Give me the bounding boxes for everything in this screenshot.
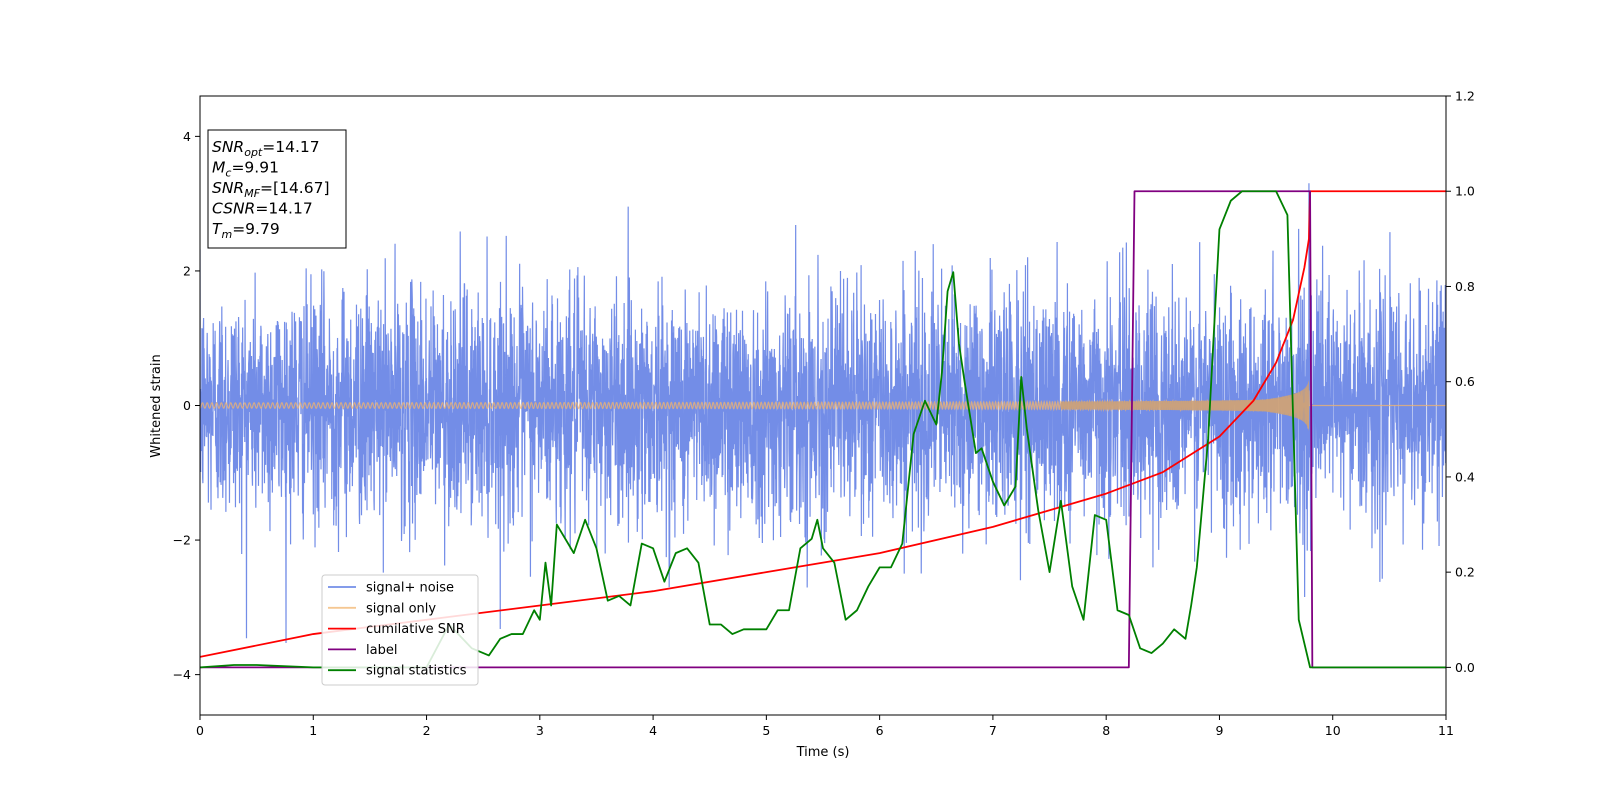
signal-series (200, 379, 1446, 432)
signal-only-envelope (1060, 379, 1309, 432)
legend-label: signal only (366, 601, 436, 616)
x-tick-label: 1 (309, 723, 317, 738)
cumilative-snr-line (200, 190, 1446, 658)
x-tick-label: 9 (1215, 723, 1223, 738)
y-tick-label: 2 (183, 263, 191, 278)
x-tick-label: 4 (649, 723, 657, 738)
legend-label: signal statistics (366, 664, 467, 679)
x-tick-label: 3 (536, 723, 544, 738)
y-right-tick-label: 1.0 (1455, 184, 1475, 199)
x-tick-label: 8 (1102, 723, 1110, 738)
y-right-tick-label: 0.4 (1455, 469, 1475, 484)
y-tick-label: −2 (173, 533, 191, 548)
y-tick-label: 0 (183, 398, 191, 413)
noise-series (200, 183, 1446, 644)
signal-statistics-line (200, 190, 1446, 669)
x-tick-label: 11 (1438, 723, 1454, 738)
annotation-box: SNRopt=14.17Mc=9.91SNRMF=[14.67]CSNR=14.… (207, 129, 347, 249)
legend-label: label (366, 643, 397, 658)
y-right-tick-label: 0.2 (1455, 565, 1475, 580)
x-axis-label: Time (s) (796, 745, 850, 760)
annotation-line: CSNR=14.17 (212, 200, 313, 218)
annotation-line: Mc=9.91 (212, 159, 279, 180)
x-tick-label: 6 (876, 723, 884, 738)
line-series (200, 190, 1446, 669)
y-right-tick-label: 0.8 (1455, 279, 1475, 294)
x-tick-label: 2 (423, 723, 431, 738)
x-tick-label: 5 (762, 723, 770, 738)
x-tick-label: 10 (1325, 723, 1341, 738)
y-right-tick-label: 1.2 (1455, 89, 1475, 104)
annotation-line: SNRopt=14.17 (212, 138, 320, 159)
y-tick-label: 4 (183, 129, 191, 144)
axes: 0 1 2 3 4 5 6 7 8 9 10 11 −4 −2 0 2 4 0.0 0.2 0.4 0.6 0.8 1.0 1… (173, 89, 1475, 739)
signal-plus-noise-line (200, 183, 1446, 644)
annotation-line: SNRMF=[14.67] (212, 179, 330, 200)
legend-frame (321, 574, 479, 686)
legend-label: signal+ noise (366, 581, 454, 596)
y-right-tick-label: 0.0 (1455, 660, 1475, 675)
annotation-frame (207, 129, 347, 249)
y-axis-label: Whitened strain (149, 354, 164, 457)
x-tick-label: 7 (989, 723, 997, 738)
annotation-line: Tm=9.79 (212, 220, 280, 241)
x-tick-label: 0 (196, 723, 204, 738)
y-tick-label: −4 (173, 667, 191, 682)
legend: signal+ noise signal only cumilative SNR la… (321, 574, 479, 686)
legend-label: cumilative SNR (366, 622, 465, 637)
y-right-tick-label: 0.6 (1455, 374, 1475, 389)
